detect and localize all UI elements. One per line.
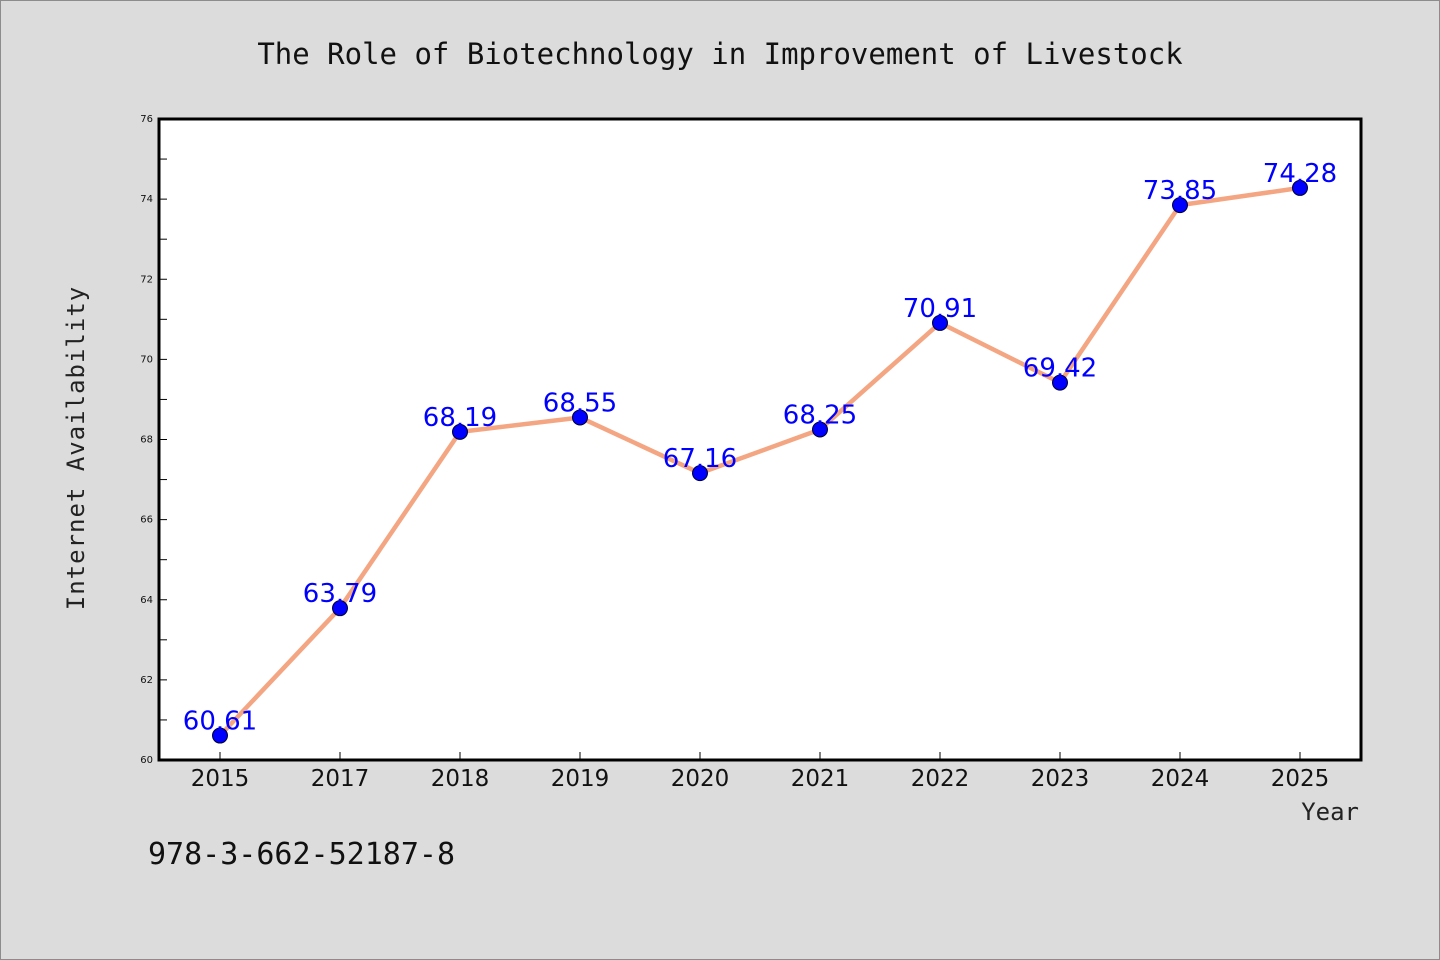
y-tick-label: 60 xyxy=(140,755,153,766)
x-axis-label: Year xyxy=(1301,798,1359,826)
y-tick-label: 66 xyxy=(140,515,153,526)
data-label: 69.42 xyxy=(1023,354,1097,384)
data-point xyxy=(1172,197,1188,214)
data-label: 60.61 xyxy=(183,707,257,737)
y-tick-label: 68 xyxy=(140,435,153,446)
x-tick-label: 2017 xyxy=(311,766,370,792)
x-tick-label: 2025 xyxy=(1271,766,1330,792)
data-label: 68.55 xyxy=(543,388,617,418)
y-axis-label: Internet Availability xyxy=(62,286,90,610)
data-point xyxy=(332,600,348,617)
y-tick-label: 72 xyxy=(140,274,153,285)
data-label: 68.25 xyxy=(783,400,857,430)
x-tick-label: 2021 xyxy=(791,766,850,792)
y-axis: 60 62 64 66 68 70 72 74 76 xyxy=(140,114,167,766)
data-point xyxy=(1292,179,1308,196)
y-tick-label: 70 xyxy=(140,354,153,365)
x-tick-label: 2020 xyxy=(671,766,730,792)
plot-area xyxy=(157,117,1363,762)
data-point xyxy=(812,421,828,438)
data-label: 74.28 xyxy=(1263,159,1337,189)
data-label: 73.85 xyxy=(1143,176,1217,206)
y-tick-label: 76 xyxy=(140,114,153,125)
x-tick-label: 2022 xyxy=(911,766,970,792)
y-tick-label: 74 xyxy=(140,194,153,205)
x-tick-label: 2018 xyxy=(431,766,490,792)
data-point xyxy=(692,465,708,482)
data-point xyxy=(1052,374,1068,391)
data-point xyxy=(572,409,588,426)
x-axis: 2015 2017 2018 2019 2020 2021 2022 2023 2024 2025 xyxy=(191,752,1330,792)
data-label: 70.91 xyxy=(903,294,977,324)
data-label: 67.16 xyxy=(663,444,737,474)
x-tick-label: 2023 xyxy=(1031,766,1090,792)
data-point xyxy=(452,423,468,440)
data-label: 68.19 xyxy=(423,403,497,433)
chart-title: The Role of Biotechnology in Improvement… xyxy=(257,37,1183,71)
data-label: 63.79 xyxy=(303,579,377,609)
x-tick-label: 2019 xyxy=(551,766,610,792)
x-tick-label: 2015 xyxy=(191,766,250,792)
data-point xyxy=(932,314,948,331)
y-tick-label: 62 xyxy=(140,675,153,686)
x-tick-label: 2024 xyxy=(1151,766,1210,792)
data-label-layer: 60.61 63.79 68.19 68.55 67.16 68.25 70.91 69.42… xyxy=(183,159,1337,737)
y-tick-label: 64 xyxy=(140,595,153,606)
data-point xyxy=(212,727,228,744)
isbn-note: 978-3-662-52187-8 xyxy=(148,837,455,872)
series-line xyxy=(217,185,1303,738)
series-line-layer xyxy=(212,179,1308,744)
